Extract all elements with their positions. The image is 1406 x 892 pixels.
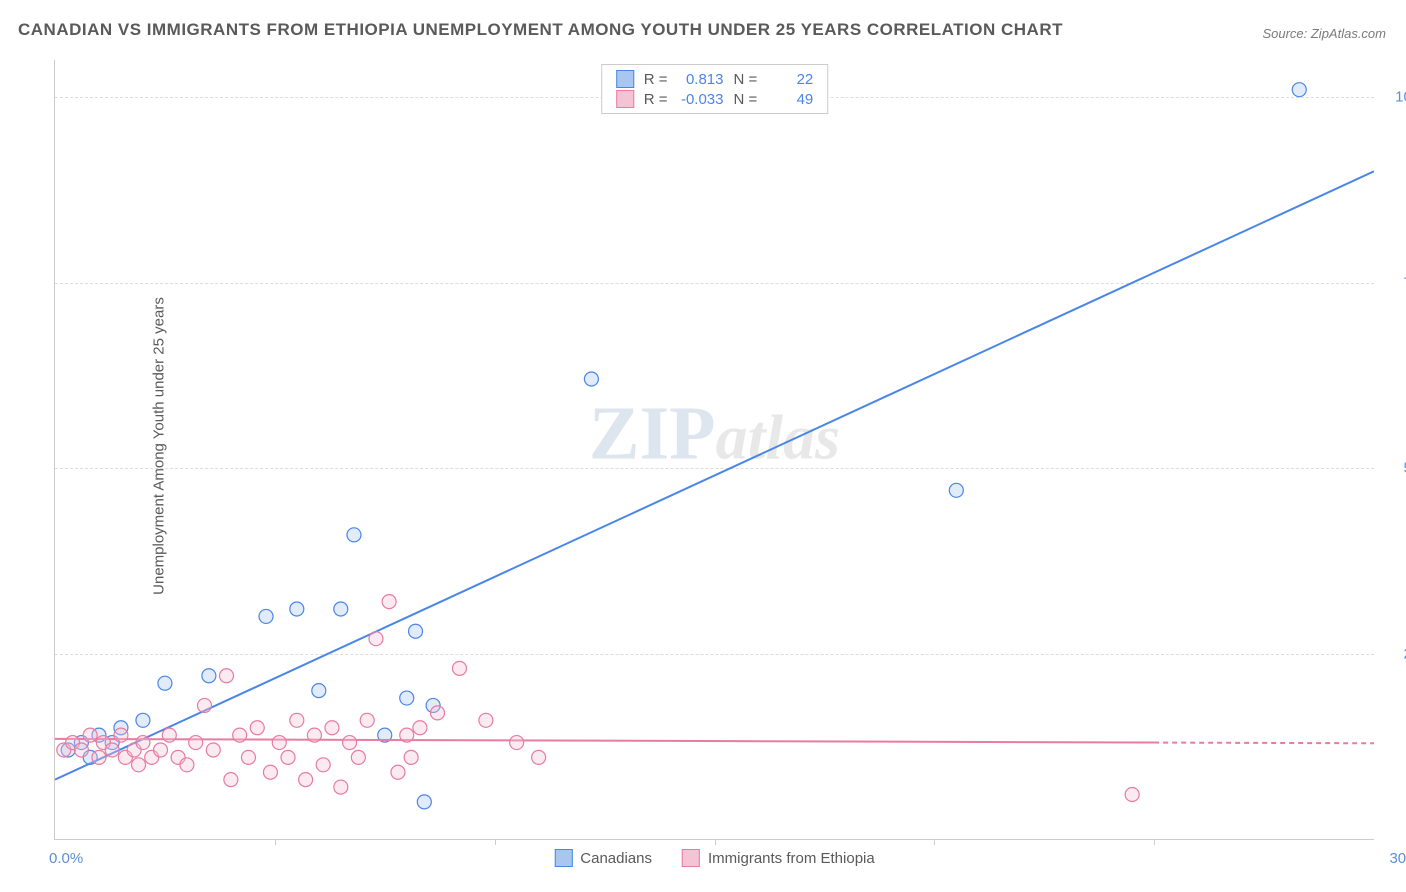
data-point	[250, 721, 264, 735]
data-point	[584, 372, 598, 386]
data-point	[132, 758, 146, 772]
legend-row-canadians: R = 0.813 N = 22	[616, 69, 814, 89]
r-label: R =	[644, 71, 668, 88]
swatch-canadians-icon	[554, 849, 572, 867]
chart-svg	[55, 60, 1374, 839]
data-point	[241, 750, 255, 764]
data-point	[949, 483, 963, 497]
series-legend: Canadians Immigrants from Ethiopia	[554, 849, 874, 867]
data-point	[1292, 83, 1306, 97]
data-point	[74, 743, 88, 757]
data-point	[479, 713, 493, 727]
data-point	[299, 773, 313, 787]
source-prefix: Source:	[1262, 26, 1310, 41]
data-point	[316, 758, 330, 772]
data-point	[224, 773, 238, 787]
swatch-immigrants	[616, 90, 634, 108]
data-point	[312, 684, 326, 698]
data-point	[431, 706, 445, 720]
data-point	[219, 669, 233, 683]
data-point	[281, 750, 295, 764]
x-tick	[1154, 839, 1155, 845]
chart-container: CANADIAN VS IMMIGRANTS FROM ETHIOPIA UNE…	[0, 0, 1406, 892]
data-point	[233, 728, 247, 742]
data-point	[382, 595, 396, 609]
data-point	[202, 669, 216, 683]
data-point	[83, 728, 97, 742]
legend-row-immigrants: R = -0.033 N = 49	[616, 89, 814, 109]
n-value-immigrants: 49	[767, 91, 813, 108]
swatch-canadians	[616, 70, 634, 88]
r-value-canadians: 0.813	[678, 71, 724, 88]
x-tick	[495, 839, 496, 845]
data-point	[162, 728, 176, 742]
trend-line	[55, 739, 1154, 743]
data-point	[404, 750, 418, 764]
data-point	[413, 721, 427, 735]
source-name: ZipAtlas.com	[1311, 26, 1386, 41]
data-point	[290, 713, 304, 727]
data-point	[347, 528, 361, 542]
data-point	[409, 624, 423, 638]
data-point	[417, 795, 431, 809]
swatch-immigrants-icon	[682, 849, 700, 867]
data-point	[114, 728, 128, 742]
data-point	[307, 728, 321, 742]
data-point	[189, 736, 203, 750]
data-point	[360, 713, 374, 727]
data-point	[452, 661, 466, 675]
data-point	[532, 750, 546, 764]
data-point	[334, 780, 348, 794]
x-axis-max-label: 30.0%	[1389, 850, 1406, 867]
data-point	[206, 743, 220, 757]
trend-line-extension	[1154, 743, 1374, 744]
data-point	[259, 609, 273, 623]
n-value-canadians: 22	[767, 71, 813, 88]
correlation-legend: R = 0.813 N = 22 R = -0.033 N = 49	[601, 64, 829, 114]
x-tick	[934, 839, 935, 845]
data-point	[290, 602, 304, 616]
data-point	[1125, 787, 1139, 801]
n-label: N =	[734, 71, 758, 88]
data-point	[351, 750, 365, 764]
data-point	[158, 676, 172, 690]
plot-area: R = 0.813 N = 22 R = -0.033 N = 49 ZIPat…	[54, 60, 1374, 840]
data-point	[105, 743, 119, 757]
data-point	[136, 736, 150, 750]
r-value-immigrants: -0.033	[678, 91, 724, 108]
data-point	[263, 765, 277, 779]
data-point	[136, 713, 150, 727]
chart-title: CANADIAN VS IMMIGRANTS FROM ETHIOPIA UNE…	[18, 20, 1063, 40]
trend-line	[55, 171, 1374, 779]
r-label: R =	[644, 91, 668, 108]
data-point	[180, 758, 194, 772]
source-attribution: Source: ZipAtlas.com	[1262, 26, 1386, 41]
legend-item-immigrants: Immigrants from Ethiopia	[682, 849, 875, 867]
legend-item-canadians: Canadians	[554, 849, 652, 867]
legend-label-immigrants: Immigrants from Ethiopia	[708, 850, 875, 867]
data-point	[400, 691, 414, 705]
data-point	[197, 698, 211, 712]
legend-label-canadians: Canadians	[580, 850, 652, 867]
data-point	[92, 750, 106, 764]
x-tick	[715, 839, 716, 845]
data-point	[343, 736, 357, 750]
data-point	[510, 736, 524, 750]
x-axis-min-label: 0.0%	[49, 850, 83, 867]
data-point	[369, 632, 383, 646]
data-point	[154, 743, 168, 757]
data-point	[391, 765, 405, 779]
data-point	[272, 736, 286, 750]
data-point	[325, 721, 339, 735]
y-tick-label: 100.0%	[1395, 89, 1406, 106]
data-point	[400, 728, 414, 742]
data-point	[334, 602, 348, 616]
x-tick	[275, 839, 276, 845]
n-label: N =	[734, 91, 758, 108]
